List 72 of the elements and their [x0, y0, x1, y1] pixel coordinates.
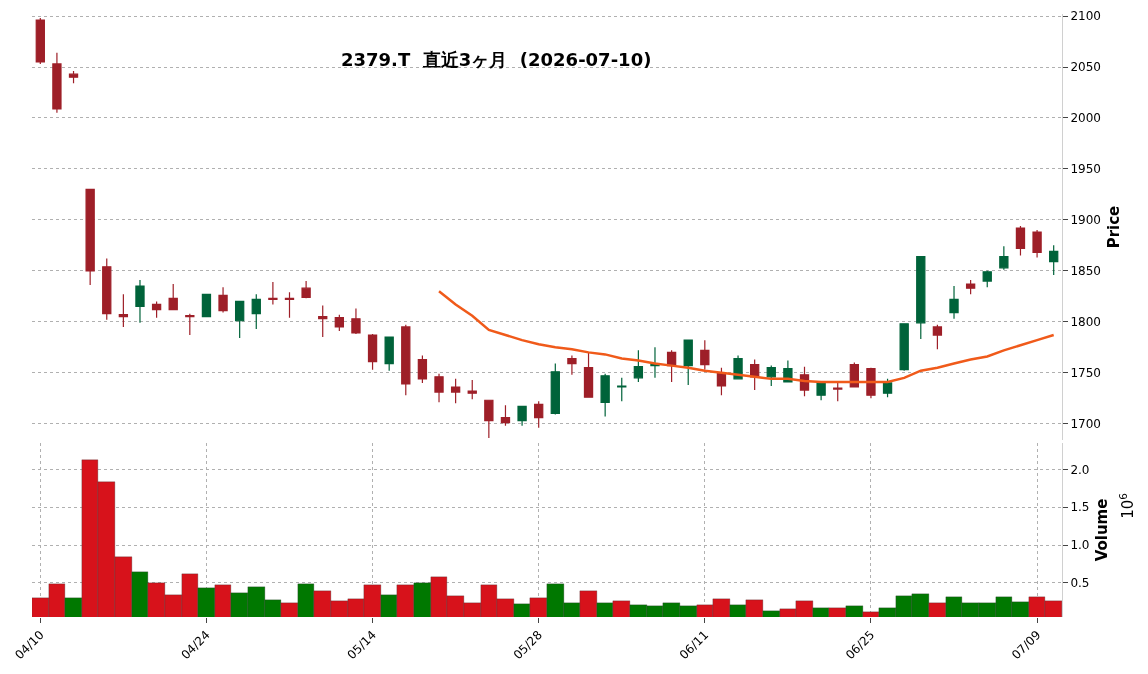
candlestick: [816, 380, 826, 401]
candlestick: [467, 379, 477, 400]
y-tick-label: 2100: [1070, 9, 1101, 24]
y-tick-label: 0.5: [1070, 576, 1090, 591]
candlestick: [301, 280, 311, 299]
candlestick: [999, 245, 1009, 271]
y-tick-label: 2050: [1070, 60, 1101, 75]
candlestick: [201, 293, 212, 318]
candlestick: [583, 351, 594, 398]
candlestick: [450, 378, 461, 404]
candlestick: [68, 70, 79, 84]
candlestick: [982, 270, 992, 288]
candlestick: [185, 313, 195, 336]
candlestick: [234, 300, 245, 339]
candlestick: [534, 400, 544, 429]
y-axis-title: Price: [1104, 205, 1123, 249]
candlestick: [367, 333, 378, 371]
candlestick: [218, 286, 228, 314]
candlestick: [600, 373, 610, 418]
candlestick: [52, 52, 62, 114]
candlestick: [434, 373, 444, 403]
candlestick: [550, 362, 560, 416]
y-tick-label: 1700: [1070, 416, 1101, 431]
candlestick: [882, 378, 893, 398]
candlestick: [1049, 244, 1059, 276]
candlestick: [1015, 225, 1026, 257]
candlestick: [334, 314, 345, 332]
candlestick: [251, 293, 261, 330]
candlestick: [650, 346, 660, 379]
candlestick: [949, 285, 959, 320]
candlestick: [85, 188, 95, 286]
candlestick: [35, 17, 45, 65]
candlestick: [1032, 229, 1042, 259]
candlestick: [268, 281, 278, 306]
text: 2379.T 直近3ヶ月 (2026-07-10): [341, 49, 652, 70]
candlestick: [932, 324, 943, 350]
candlestick: [833, 382, 843, 402]
candlestick: [500, 404, 511, 427]
y-tick-label: 2000: [1070, 111, 1101, 126]
y-tick-label: 1800: [1070, 314, 1101, 329]
candlestick: [766, 365, 776, 387]
candlestick: [899, 323, 909, 372]
candlestick: [102, 258, 112, 321]
candlestick: [683, 339, 693, 386]
candlestick: [168, 283, 178, 311]
y-tick-label: 1.5: [1070, 500, 1090, 515]
candlestick: [866, 367, 876, 399]
candlestick: [401, 324, 411, 396]
y-tick-label: 2.0: [1070, 462, 1090, 477]
candlestick: [484, 399, 494, 439]
candlestick: [118, 293, 129, 328]
candlestick: [351, 307, 361, 335]
y-tick-label: 1750: [1070, 365, 1101, 380]
candlestick: [567, 354, 577, 376]
candlestick: [965, 279, 976, 295]
candlestick: [135, 279, 145, 324]
candlestick: [517, 405, 527, 427]
candlestick: [700, 339, 710, 371]
candlestick: [417, 354, 428, 384]
candlestick: [384, 336, 394, 372]
candlestick: [151, 300, 162, 319]
candlestick: [284, 291, 295, 319]
candlestick: [633, 349, 644, 383]
line-series: [437, 289, 1055, 384]
y-tick-label: 1850: [1070, 264, 1101, 279]
y-tick-label: 1900: [1070, 213, 1101, 228]
y-tick-label: 1.0: [1070, 538, 1090, 553]
y-tick-label: 1950: [1070, 162, 1101, 177]
candlestick: [318, 304, 328, 338]
y-axis-title: Volume: [1093, 498, 1112, 562]
candlestick: [617, 377, 627, 402]
candlestick: [916, 255, 926, 340]
